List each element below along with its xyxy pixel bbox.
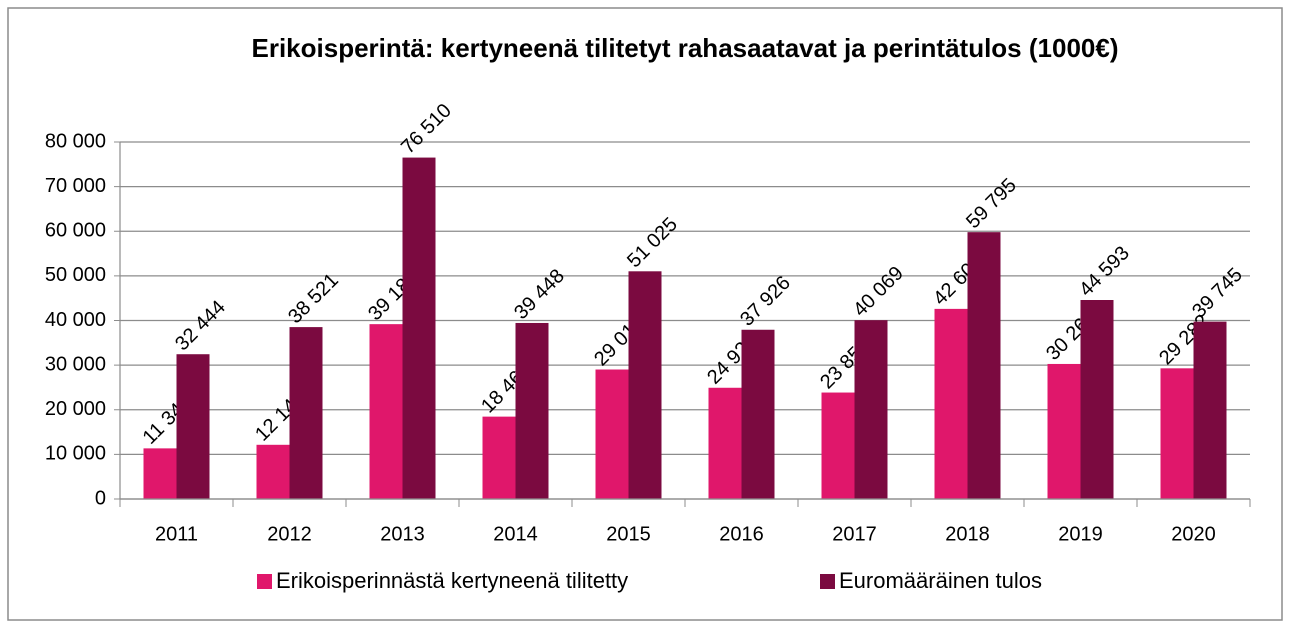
legend-label: Euromääräinen tulos <box>839 568 1042 593</box>
bar <box>289 327 323 499</box>
bar <box>854 320 888 499</box>
y-tick-label: 10 000 <box>45 443 106 465</box>
legend-swatch <box>820 574 835 589</box>
bar <box>967 232 1001 500</box>
x-tick-label: 2016 <box>719 523 764 545</box>
bar <box>515 322 549 499</box>
bar <box>1047 363 1081 499</box>
bar <box>1160 368 1194 499</box>
x-tick-label: 2012 <box>267 523 312 545</box>
x-tick-label: 2013 <box>380 523 425 545</box>
y-tick-label: 80 000 <box>45 130 106 152</box>
x-tick-label: 2019 <box>1058 523 1103 545</box>
bar <box>402 157 436 499</box>
bar <box>176 354 210 499</box>
bar <box>934 308 968 499</box>
bar <box>1080 300 1114 499</box>
y-tick-label: 30 000 <box>45 353 106 375</box>
x-tick-label: 2017 <box>832 523 877 545</box>
y-tick-label: 40 000 <box>45 309 106 331</box>
x-tick-label: 2011 <box>155 523 198 545</box>
bar <box>708 387 742 499</box>
y-tick-label: 0 <box>95 487 106 509</box>
x-tick-label: 2015 <box>606 523 651 545</box>
y-tick-label: 20 000 <box>45 398 106 420</box>
bar <box>1193 321 1227 499</box>
bar <box>821 392 855 499</box>
x-tick-label: 2018 <box>945 523 990 545</box>
y-tick-label: 50 000 <box>45 264 106 286</box>
bar <box>256 444 290 499</box>
x-tick-label: 2014 <box>493 523 538 545</box>
chart-title: Erikoisperintä: kertyneenä tilitetyt rah… <box>251 33 1119 63</box>
bar <box>741 329 775 499</box>
title-box: Erikoisperintä: kertyneenä tilitetyt rah… <box>251 33 1119 63</box>
bar <box>143 448 177 499</box>
legend-label: Erikoisperinnästä kertyneenä tilitetty <box>276 568 628 593</box>
y-tick-label: 60 000 <box>45 220 106 242</box>
bar <box>595 369 629 499</box>
bar <box>482 416 516 499</box>
bar <box>628 271 662 499</box>
x-tick-label: 2020 <box>1171 523 1216 545</box>
legend-swatch <box>257 574 272 589</box>
bar <box>369 324 403 499</box>
y-tick-label: 70 000 <box>45 175 106 197</box>
